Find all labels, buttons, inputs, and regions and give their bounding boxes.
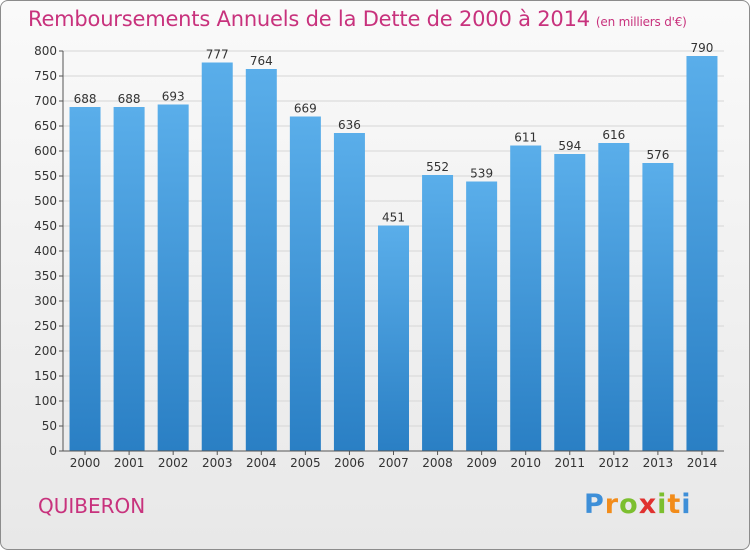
proxiti-logo: Proxiti [584, 489, 692, 520]
data-label-2001: 688 [118, 92, 141, 106]
data-label-2011: 594 [558, 139, 581, 153]
data-label-2004: 764 [250, 54, 273, 68]
y-tick-label: 250 [34, 319, 57, 333]
x-tick-label-2008: 2008 [422, 456, 453, 470]
data-label-2009: 539 [470, 167, 493, 181]
data-label-2005: 669 [294, 102, 317, 116]
bar-2005 [289, 116, 321, 451]
bar-2004 [245, 69, 277, 451]
x-tick-label-2014: 2014 [687, 456, 718, 470]
x-tick-label-2011: 2011 [554, 456, 585, 470]
bar-2012 [598, 143, 630, 451]
bar-2002 [157, 104, 189, 451]
data-label-2002: 693 [162, 90, 185, 104]
chart-subtitle: (en milliers d'€) [595, 15, 687, 29]
x-tick-label-2013: 2013 [643, 456, 674, 470]
y-tick-label: 50 [42, 419, 57, 433]
data-label-2014: 790 [691, 41, 714, 55]
y-tick-label: 800 [34, 44, 57, 58]
bar-2010 [510, 145, 542, 451]
bar-2001 [113, 107, 145, 451]
y-tick-label: 550 [34, 169, 57, 183]
y-tick-label: 600 [34, 144, 57, 158]
x-tick-label-2004: 2004 [246, 456, 277, 470]
y-tick-label: 150 [34, 369, 57, 383]
data-label-2008: 552 [426, 160, 449, 174]
chart-title: Remboursements Annuels de la Dette de 20… [28, 7, 687, 31]
city-name: QUIBERON [38, 494, 146, 518]
x-tick-label-2009: 2009 [466, 456, 497, 470]
y-tick-label: 300 [34, 294, 57, 308]
bar-2009 [466, 181, 498, 451]
data-label-2012: 616 [602, 128, 625, 142]
y-tick-label: 500 [34, 194, 57, 208]
data-label-2007: 451 [382, 211, 405, 225]
x-tick-label-2000: 2000 [70, 456, 101, 470]
y-tick-label: 0 [49, 444, 57, 458]
data-label-2013: 576 [646, 148, 669, 162]
bar-2003 [201, 62, 233, 451]
bar-2013 [642, 163, 674, 451]
y-tick-label: 400 [34, 244, 57, 258]
y-tick-label: 650 [34, 119, 57, 133]
x-tick-label-2007: 2007 [378, 456, 409, 470]
y-tick-label: 450 [34, 219, 57, 233]
y-tick-label: 100 [34, 394, 57, 408]
bar-2008 [422, 175, 454, 451]
bar-2007 [378, 225, 409, 451]
x-tick-label-2001: 2001 [114, 456, 145, 470]
data-label-2003: 777 [206, 48, 229, 62]
x-tick-label-2010: 2010 [510, 456, 541, 470]
y-tick-label: 700 [34, 94, 57, 108]
bar-2006 [333, 133, 365, 451]
x-tick-label-2003: 2003 [202, 456, 233, 470]
y-tick-label: 200 [34, 344, 57, 358]
data-label-2006: 636 [338, 118, 361, 132]
bar-2000 [69, 107, 101, 451]
data-label-2000: 688 [74, 92, 97, 106]
data-label-2010: 611 [514, 131, 537, 145]
bar-2011 [554, 154, 586, 451]
x-tick-label-2012: 2012 [599, 456, 630, 470]
y-tick-label: 350 [34, 269, 57, 283]
x-axis: 2000 2001 2002 2003 2004 2005 2006 2007 2008 2009… [63, 450, 724, 470]
y-axis-ticks: 0 50 100 150 200 250 300 350 400 450 500 550 600 650 7… [34, 44, 64, 458]
x-tick-label-2002: 2002 [158, 456, 189, 470]
bars: 688 688 693 777 764 669 636 451 552 539 611 594 616 5… [69, 41, 718, 451]
y-tick-label: 750 [34, 69, 57, 83]
bar-2014 [686, 56, 718, 451]
x-tick-label-2005: 2005 [290, 456, 321, 470]
x-tick-label-2006: 2006 [334, 456, 365, 470]
